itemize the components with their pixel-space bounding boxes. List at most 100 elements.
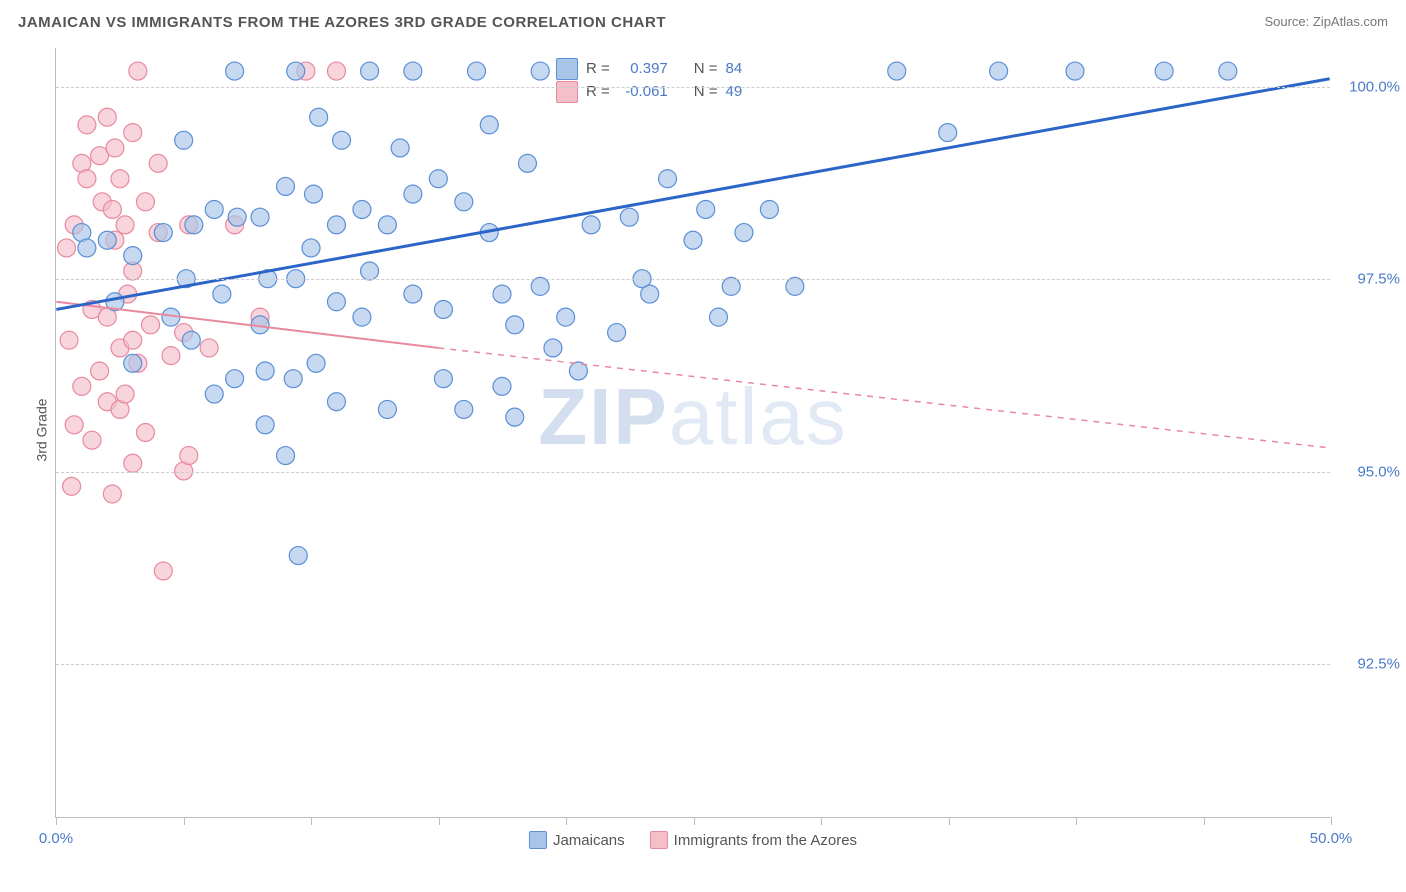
scatter-point [154, 562, 172, 580]
scatter-point [58, 239, 76, 257]
scatter-point [180, 447, 198, 465]
xtick-label: 50.0% [1310, 830, 1353, 847]
scatter-point [480, 116, 498, 134]
scatter-point [78, 116, 96, 134]
scatter-point [78, 170, 96, 188]
stats-swatch-blue [556, 58, 578, 80]
scatter-point [256, 362, 274, 380]
scatter-point [1219, 62, 1237, 80]
scatter-point [391, 139, 409, 157]
scatter-point [98, 108, 116, 126]
scatter-point [175, 131, 193, 149]
stats-r-label-2: R = [586, 81, 610, 104]
xtick [694, 817, 695, 825]
legend-swatch-pink [650, 831, 668, 849]
scatter-point [1155, 62, 1173, 80]
trend-line [56, 79, 1329, 310]
plot-svg [56, 48, 1330, 817]
xtick [821, 817, 822, 825]
scatter-point [333, 131, 351, 149]
scatter-point [310, 108, 328, 126]
scatter-point [327, 293, 345, 311]
chart-title: JAMAICAN VS IMMIGRANTS FROM THE AZORES 3… [18, 14, 666, 31]
scatter-point [284, 370, 302, 388]
scatter-point [493, 285, 511, 303]
scatter-point [697, 201, 715, 219]
scatter-point [103, 485, 121, 503]
xtick [1076, 817, 1077, 825]
xtick [311, 817, 312, 825]
xtick [566, 817, 567, 825]
source-prefix: Source: [1264, 14, 1312, 29]
scatter-point [78, 239, 96, 257]
stats-r-val-1: 0.397 [618, 58, 668, 81]
scatter-point [506, 316, 524, 334]
scatter-point [73, 377, 91, 395]
scatter-point [182, 331, 200, 349]
stats-n-val-2: 49 [726, 81, 743, 104]
scatter-point [103, 201, 121, 219]
scatter-point [65, 416, 83, 434]
ytick-label: 97.5% [1357, 271, 1400, 288]
scatter-point [228, 208, 246, 226]
stats-r-val-2: -0.061 [618, 81, 668, 104]
stats-n-label-2: N = [694, 81, 718, 104]
gridline-h [56, 472, 1330, 473]
scatter-point [91, 362, 109, 380]
scatter-point [124, 247, 142, 265]
y-axis-label: 3rd Grade [34, 398, 50, 461]
scatter-point [124, 354, 142, 372]
scatter-point [361, 262, 379, 280]
scatter-point [990, 62, 1008, 80]
scatter-point [327, 393, 345, 411]
scatter-point [378, 216, 396, 234]
scatter-point [111, 170, 129, 188]
scatter-point [83, 431, 101, 449]
scatter-point [136, 193, 154, 211]
stats-swatch-pink [556, 81, 578, 103]
scatter-point [378, 400, 396, 418]
scatter-point [582, 216, 600, 234]
scatter-point [213, 285, 231, 303]
trend-line [438, 348, 1329, 448]
scatter-point [289, 547, 307, 565]
stats-row-pink: R = -0.061 N = 49 [556, 81, 742, 104]
scatter-point [493, 377, 511, 395]
source-label: Source: ZipAtlas.com [1264, 14, 1388, 29]
scatter-point [106, 139, 124, 157]
scatter-point [124, 124, 142, 142]
scatter-point [287, 62, 305, 80]
legend-item-blue: Jamaicans [529, 831, 625, 849]
scatter-point [124, 331, 142, 349]
scatter-point [205, 385, 223, 403]
plot-area: ZIPatlas R = 0.397 N = 84 R = -0.061 N =… [55, 48, 1330, 818]
legend-swatch-blue [529, 831, 547, 849]
stats-row-blue: R = 0.397 N = 84 [556, 58, 742, 81]
xtick [56, 817, 57, 825]
gridline-h [56, 279, 1330, 280]
ytick-label: 100.0% [1349, 78, 1400, 95]
scatter-point [353, 308, 371, 326]
xtick-label: 0.0% [39, 830, 73, 847]
scatter-point [735, 224, 753, 242]
scatter-point [307, 354, 325, 372]
scatter-point [302, 239, 320, 257]
scatter-point [531, 62, 549, 80]
scatter-point [277, 177, 295, 195]
scatter-point [434, 300, 452, 318]
stats-n-label-1: N = [694, 58, 718, 81]
scatter-point [124, 454, 142, 472]
scatter-point [116, 385, 134, 403]
scatter-point [455, 400, 473, 418]
ytick-label: 95.0% [1357, 463, 1400, 480]
scatter-point [608, 324, 626, 342]
legend-label-blue: Jamaicans [553, 832, 625, 849]
scatter-point [60, 331, 78, 349]
stats-box: R = 0.397 N = 84 R = -0.061 N = 49 [556, 58, 742, 103]
scatter-point [256, 416, 274, 434]
scatter-point [722, 277, 740, 295]
scatter-point [709, 308, 727, 326]
scatter-point [531, 277, 549, 295]
scatter-point [154, 224, 172, 242]
scatter-point [136, 424, 154, 442]
